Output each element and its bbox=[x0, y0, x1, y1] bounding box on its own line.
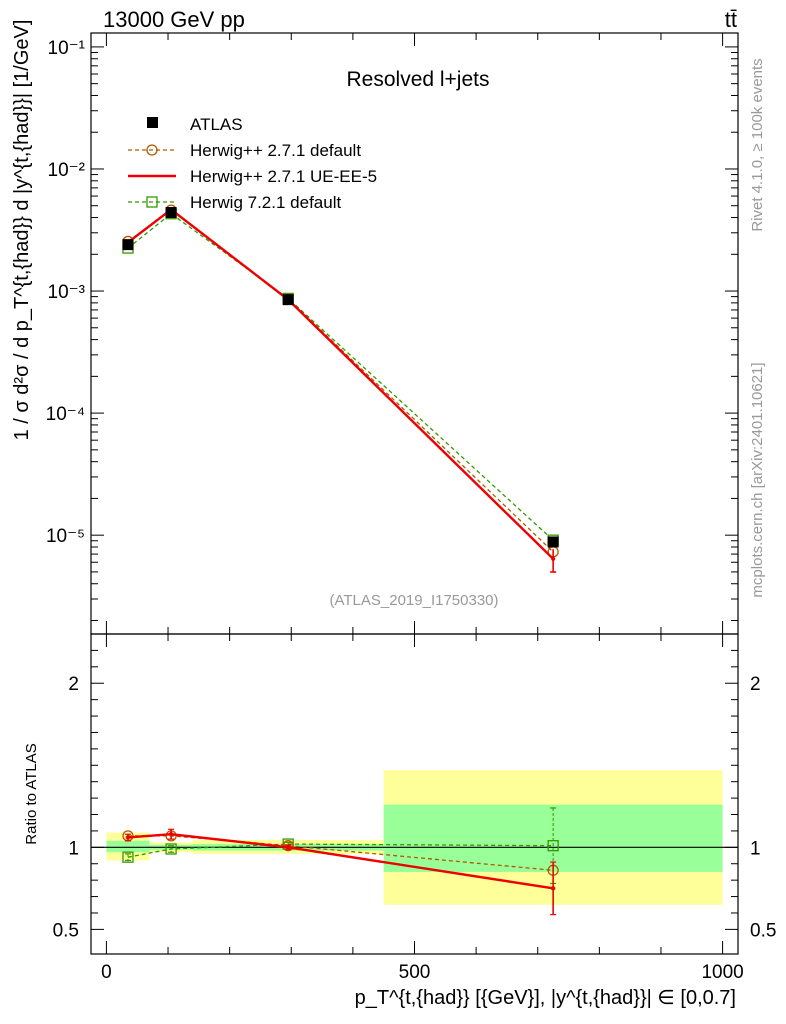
ratio-y-tick-label-right: 2 bbox=[750, 674, 761, 695]
energy-label: 13000 GeV pp bbox=[103, 7, 245, 32]
ratio-y-tick-label-right: 0.5 bbox=[750, 920, 776, 941]
main-axis-ticks: 10⁻¹ 10⁻² 10⁻³ 10⁻⁴ 10⁻⁵ bbox=[46, 33, 738, 634]
chart-title: Resolved l+jets bbox=[347, 68, 490, 91]
main-series bbox=[122, 204, 559, 573]
y-tick-label: 10⁻⁵ bbox=[46, 526, 85, 547]
ratio-y-tick-label-left: 2 bbox=[68, 674, 79, 695]
legend-marker-herwigpp-default bbox=[146, 144, 158, 156]
ratio-y-axis-label: Ratio to ATLAS bbox=[23, 743, 40, 844]
atlas-data-point bbox=[282, 294, 294, 306]
ratio-axis-ticks: 2 2 1 1 0.5 0.5 0 500 1000 bbox=[53, 634, 776, 983]
main-y-axis-label: 1 / σ d²σ / d p_T^{t,{had}} d |y^{t,{had… bbox=[11, 20, 33, 441]
ratio-point-2 bbox=[122, 851, 134, 863]
legend-label-atlas: ATLAS bbox=[190, 115, 243, 134]
ratio-point-2 bbox=[165, 843, 177, 855]
band-inner-0 bbox=[106, 840, 150, 853]
ratio-point-2 bbox=[547, 840, 559, 852]
y-tick-label: 10⁻⁴ bbox=[46, 404, 85, 425]
x-tick-label: 0 bbox=[101, 962, 112, 983]
ratio-uncertainty-bands bbox=[91, 770, 738, 905]
legend: ATLAS Herwig++ 2.7.1 default Herwig++ 2.… bbox=[128, 115, 377, 212]
legend-label-herwigpp-default: Herwig++ 2.7.1 default bbox=[190, 141, 361, 160]
x-tick-label: 500 bbox=[399, 962, 431, 983]
ratio-y-tick-label-left: 0.5 bbox=[53, 920, 79, 941]
atlas-data-point bbox=[165, 206, 177, 218]
legend-marker-atlas bbox=[147, 117, 158, 128]
legend-label-herwig7: Herwig 7.2.1 default bbox=[190, 193, 341, 212]
analysis-watermark: (ATLAS_2019_I1750330) bbox=[329, 592, 498, 609]
x-axis-label: p_T^{t,{had}} [{GeV}], |y^{t,{had}}| ∈ [… bbox=[355, 987, 736, 1009]
ratio-point-1 bbox=[125, 835, 131, 840]
ratio-y-tick-label-left: 1 bbox=[68, 838, 79, 859]
source-reference-label: mcplots.cern.ch [arXiv:2401.10621] bbox=[749, 362, 766, 597]
series-line-2 bbox=[127, 208, 554, 560]
x-tick-label: 1000 bbox=[701, 962, 743, 983]
rivet-version-label: Rivet 4.1.0, ≥ 100k events bbox=[749, 58, 766, 231]
atlas-data-point bbox=[547, 536, 559, 548]
atlas-data-point bbox=[122, 239, 134, 251]
y-tick-label: 10⁻¹ bbox=[48, 38, 86, 59]
ratio-y-tick-label-right: 1 bbox=[750, 838, 761, 859]
main-panel-frame bbox=[90, 32, 739, 635]
legend-label-herwigpp-ueee5: Herwig++ 2.7.1 UE-EE-5 bbox=[190, 167, 377, 186]
ratio-line-1 bbox=[127, 833, 554, 890]
y-tick-label: 10⁻² bbox=[48, 160, 86, 181]
process-label: tt̄ bbox=[725, 7, 737, 32]
ratio-line-2 bbox=[127, 843, 554, 858]
ratio-point-1 bbox=[550, 886, 556, 891]
ratio-point-1 bbox=[168, 832, 174, 837]
legend-marker-herwig7 bbox=[146, 196, 158, 208]
y-tick-label: 10⁻³ bbox=[48, 282, 86, 303]
ratio-series bbox=[122, 807, 559, 916]
ratio-point-1 bbox=[285, 845, 291, 850]
series-line-1 bbox=[127, 209, 554, 553]
